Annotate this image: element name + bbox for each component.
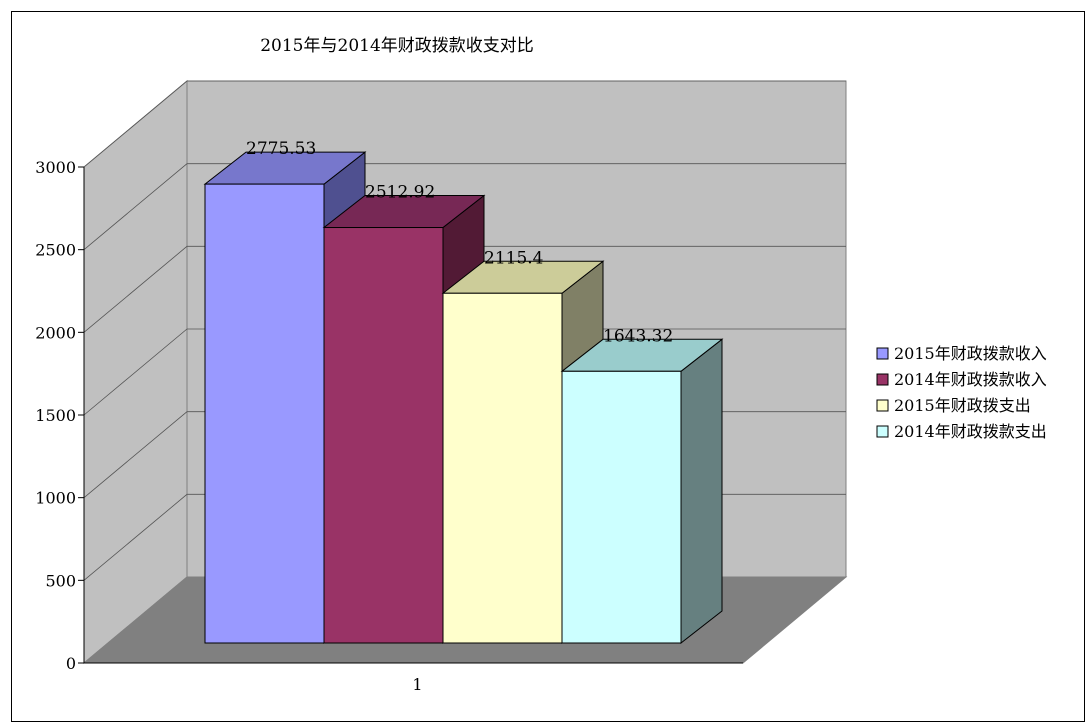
- legend-swatch: [876, 347, 889, 360]
- gridline: [83, 328, 846, 416]
- bar-side: [680, 338, 723, 645]
- y-tick-label: 1000: [35, 489, 76, 508]
- y-tick-label: 2000: [35, 323, 76, 342]
- chart-title: 2015年与2014年财政拨款收支对比: [260, 36, 534, 56]
- legend-swatch: [876, 399, 889, 412]
- legend-label: 2014年财政拨款支出: [894, 422, 1047, 441]
- data-label: 2115.4: [484, 248, 543, 268]
- data-label: 2512.92: [365, 183, 435, 203]
- bar-front: [204, 183, 325, 644]
- gridline: [83, 80, 846, 168]
- y-tick-label: 1500: [35, 406, 76, 425]
- x-tick-label: 1: [412, 675, 422, 694]
- y-tick-label: 500: [45, 571, 76, 590]
- y-tick-label: 3000: [35, 158, 76, 177]
- data-label: 2775.53: [246, 139, 316, 159]
- y-axis-ticks: 0 500 1000 1500 2000 2500 3000: [35, 158, 85, 673]
- legend-label: 2015年财政拨款收入: [894, 344, 1047, 363]
- y-tick-label: 0: [66, 654, 76, 673]
- data-label: 1643.32: [603, 326, 673, 346]
- gridline: [83, 245, 846, 333]
- bars: [203, 151, 724, 645]
- legend: 2015年财政拨款收入 2014年财政拨款收入 2015年财政拨支出 2014年财政拨…: [876, 344, 1047, 441]
- gridline: [83, 163, 846, 250]
- bar-front: [323, 227, 444, 644]
- legend-label: 2015年财政拨支出: [894, 396, 1031, 415]
- bar-chart: 2015年与2014年财政拨款收支对比 0 500 1000 1500 2000 2500…: [35, 36, 1047, 694]
- bar-front: [442, 292, 563, 644]
- data-labels: 2775.53 2512.92 2115.4 1643.32: [246, 139, 673, 346]
- bar: [560, 338, 724, 645]
- x-axis-ticks: 1: [84, 662, 743, 694]
- legend-label: 2014年财政拨款收入: [894, 370, 1047, 389]
- legend-swatch: [876, 373, 889, 386]
- legend-swatch: [876, 425, 889, 438]
- bar-front: [561, 370, 682, 644]
- chart-frame: 2015年与2014年财政拨款收支对比 0 500 1000 1500 2000 2500…: [11, 11, 1085, 722]
- y-tick-label: 2500: [35, 241, 76, 260]
